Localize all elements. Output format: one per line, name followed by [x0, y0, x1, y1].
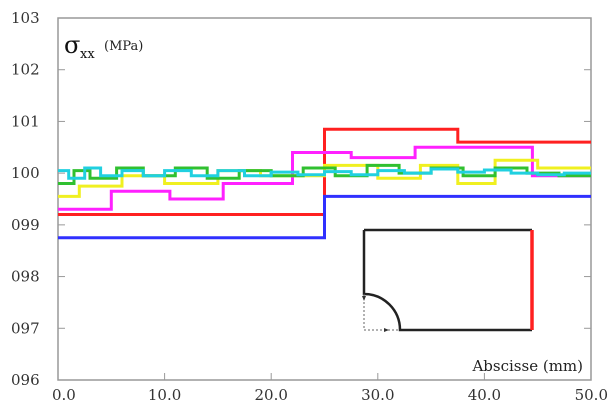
plot-frame [57, 17, 592, 381]
y-tick-label: 100 [11, 164, 40, 182]
y-tick-label: 101 [11, 112, 40, 130]
x-tick-label: 50.0 [575, 386, 608, 404]
y-tick-label: 098 [11, 268, 40, 286]
x-tick-label: 20.0 [254, 386, 287, 404]
inset-arrow-icon [362, 296, 366, 301]
x-axis-title: Abscisse (mm) [471, 357, 583, 375]
inset-outline [362, 228, 532, 332]
series-line-5 [58, 163, 591, 185]
x-tick-label: 30.0 [361, 386, 394, 404]
y-axis-unit: (MPa) [104, 39, 143, 54]
y-tick-label: 099 [11, 216, 40, 234]
y-axis-subscript: xx [80, 47, 95, 62]
specimen-inset-diagram [362, 228, 534, 332]
series-line-2 [58, 194, 591, 240]
y-tick-label: 096 [11, 371, 40, 389]
inset-arrow-icon [384, 328, 389, 332]
x-axis: 0.0 10.0 20.0 30.0 40.0 50.0 [52, 373, 608, 404]
series-line-6 [58, 166, 591, 180]
y-axis: 096 097 098 099 100 101 102 103 [11, 9, 591, 389]
y-tick-label: 102 [11, 61, 40, 79]
series-line-1 [58, 127, 591, 216]
x-tick-label: 0.0 [52, 386, 76, 404]
x-tick-label: 10.0 [148, 386, 181, 404]
x-tick-label: 40.0 [468, 386, 501, 404]
y-axis-symbol: σ [64, 31, 80, 59]
y-tick-label: 103 [11, 9, 40, 27]
series-layer [58, 127, 591, 240]
series-line-3 [58, 145, 591, 211]
y-tick-label: 097 [11, 319, 40, 337]
